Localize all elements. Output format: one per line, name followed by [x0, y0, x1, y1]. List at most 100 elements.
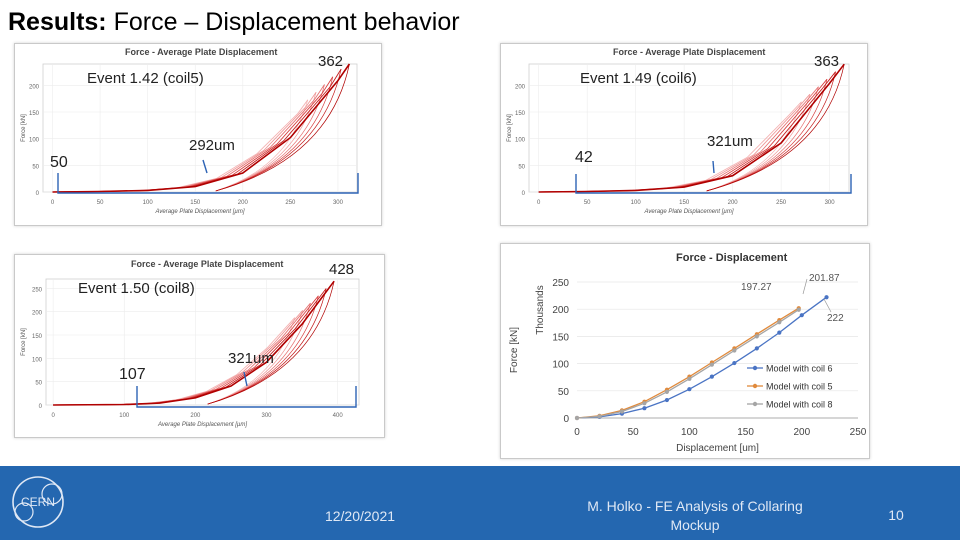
x-tick-label: 100 [681, 427, 698, 438]
load-curve [538, 86, 819, 193]
x-tick-label: 150 [679, 200, 690, 206]
x-tick-label: 0 [51, 413, 55, 419]
disp-label-1: 292um [189, 137, 235, 154]
slide-title: Results: Force – Displacement behavior [8, 8, 460, 37]
event-150-chart: 0 50 100 150 200 250 0 100 200 300 400 Average Plat… [21, 278, 360, 428]
data-point [619, 409, 625, 414]
load-curve [53, 280, 335, 406]
legend-label: Model with coil 5 [766, 382, 833, 392]
y-tick-label: 100 [29, 138, 40, 144]
footer-bar: CERN 12/20/2021 M. Holko - FE Analysis o… [0, 466, 960, 540]
footer-author-line2: Mockup [670, 517, 720, 533]
data-point [642, 406, 647, 411]
legend-label: Model with coil 8 [766, 400, 833, 410]
plot-panel-3: Force - Average Plate Displacement 0 50 10… [14, 254, 385, 438]
x-tick-label: 250 [850, 427, 867, 438]
data-point [754, 346, 759, 351]
load-curve [538, 93, 811, 193]
load-curve [52, 99, 309, 193]
data-point [574, 415, 580, 421]
y-tick-label: 0 [39, 404, 43, 410]
x-tick-label: 100 [119, 413, 130, 419]
data-point [664, 397, 670, 403]
series-line [576, 296, 827, 419]
x-axis-label: Average Plate Displacement [µm] [157, 422, 247, 428]
y-tick-label: 100 [552, 360, 569, 371]
chart-title: Force - Displacement [676, 252, 788, 264]
data-point [709, 362, 714, 367]
legend-marker [752, 401, 758, 407]
peak-label-2: 363 [814, 53, 840, 70]
x-tick-label: 300 [262, 413, 273, 419]
y-tick-label: 200 [29, 84, 40, 90]
x-tick-label: 50 [97, 200, 104, 206]
load-curve [538, 101, 802, 193]
annotation-max: 201.87 [809, 273, 840, 284]
unload-curve [215, 63, 350, 192]
title-rest: Force – Displacement behavior [106, 8, 460, 36]
data-point [687, 376, 692, 381]
legend-label: Model with coil 6 [766, 364, 833, 374]
y-axis-label: Force [kN] [21, 114, 27, 142]
y-tick-label: 0 [36, 191, 40, 197]
x-axis-label: Average Plate Displacement [µm] [154, 209, 244, 215]
page-number: 10 [888, 507, 904, 523]
data-point [732, 360, 737, 366]
annotation-disp: 197.27 [741, 282, 772, 293]
data-point [824, 295, 829, 300]
y-tick-label: 200 [552, 305, 569, 316]
y-tick-label: 50 [35, 381, 42, 387]
force-displacement-chart: Force - Displacement 0 50 100 150 200 250 0 50 10… [509, 252, 867, 454]
y-tick-label: 150 [29, 111, 40, 117]
y-axis-label-secondary: Thousands [535, 285, 546, 334]
event-label-3: Event 1.50 (coil8) [78, 280, 195, 297]
x-tick-label: 150 [737, 427, 754, 438]
plot-title-2: Force - Average Plate Displacement [613, 47, 766, 57]
data-point [732, 348, 737, 353]
x-tick-label: 400 [333, 413, 344, 419]
y-tick-label: 200 [515, 84, 526, 90]
x-tick-label: 250 [285, 200, 296, 206]
load-curve [52, 68, 342, 193]
y-tick-label: 250 [32, 287, 43, 293]
x-tick-label: 250 [776, 200, 787, 206]
data-point [597, 414, 602, 419]
footer-author-line1: M. Holko - FE Analysis of Collaring [587, 498, 803, 514]
data-point [687, 387, 692, 392]
disp-label-3: 321um [228, 350, 274, 367]
load-curve [538, 78, 828, 193]
y-tick-label: 50 [558, 387, 570, 398]
x-tick-label: 50 [584, 200, 591, 206]
x-tick-label: 200 [728, 200, 739, 206]
data-point [777, 320, 782, 325]
annotation-leader [802, 278, 808, 295]
plot-panel-4: Force - Displacement 0 50 100 150 200 250 0 50 10… [500, 243, 870, 459]
data-point [642, 401, 647, 406]
peak-label-1: 362 [318, 53, 344, 70]
x-tick-label: 0 [51, 200, 55, 206]
y-axis-label: Force [kN] [509, 327, 520, 373]
footer-author: M. Holko - FE Analysis of Collaring Mock… [560, 497, 830, 535]
x-axis-label: Average Plate Displacement [µm] [643, 209, 733, 215]
load-curve [52, 91, 317, 193]
x-tick-label: 100 [631, 200, 642, 206]
annotation-coil6: 222 [827, 313, 844, 324]
y-tick-label: 150 [552, 332, 569, 343]
y-tick-label: 50 [32, 164, 39, 170]
plot-panel-2: Force - Average Plate Displacement 0 50 10… [500, 43, 868, 226]
legend-marker [752, 365, 758, 371]
data-point [777, 330, 782, 335]
peak-label-3: 428 [329, 261, 355, 278]
x-tick-label: 300 [825, 200, 836, 206]
y-tick-label: 0 [522, 191, 526, 197]
y-tick-label: 150 [32, 334, 43, 340]
event-label-2: Event 1.49 (coil6) [580, 70, 697, 87]
left-label-1: 50 [50, 154, 68, 171]
y-axis-label: Force [kN] [21, 328, 27, 356]
x-tick-label: 300 [333, 200, 344, 206]
x-tick-label: 150 [190, 200, 201, 206]
x-axis-label: Displacement [um] [676, 443, 759, 454]
y-tick-label: 0 [563, 414, 569, 425]
y-tick-label: 100 [32, 357, 43, 363]
event-label-1: Event 1.42 (coil5) [87, 70, 204, 87]
